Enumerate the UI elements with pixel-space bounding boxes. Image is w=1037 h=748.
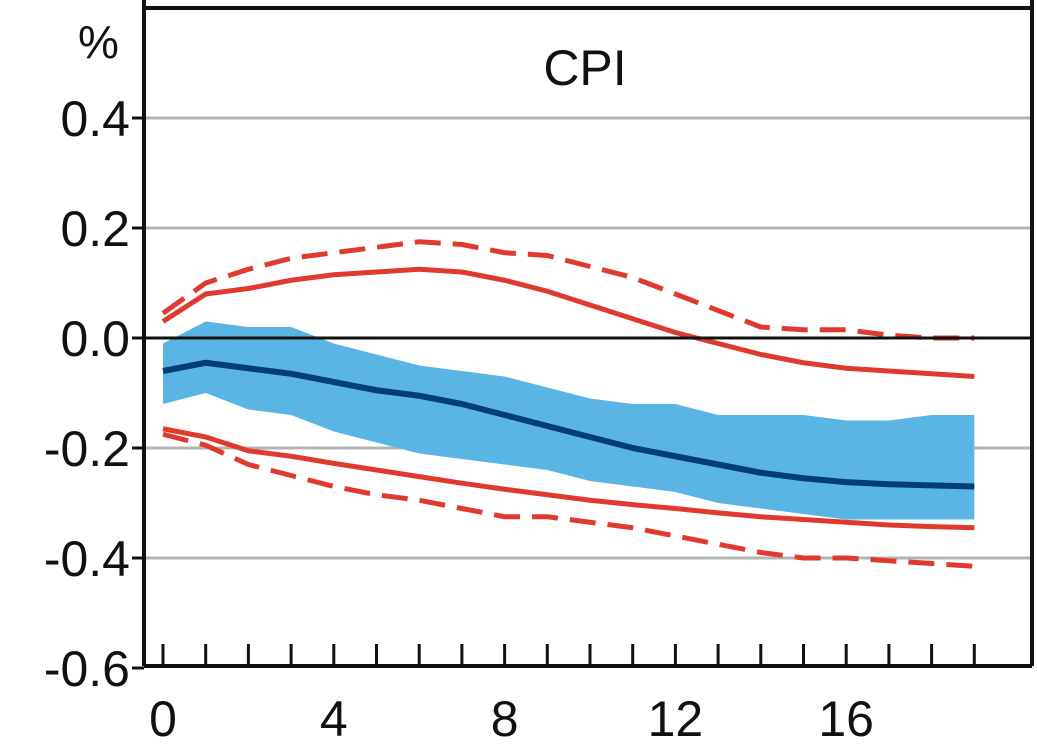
confidence-bands bbox=[163, 321, 975, 520]
y-tick-label: -0.2 bbox=[44, 421, 130, 477]
tick-labels: 0.4 0.2 0.0 -0.2 -0.4 -0.6 0 4 8 12 16 bbox=[44, 91, 874, 747]
y-tick-label: -0.4 bbox=[44, 531, 130, 587]
x-tick-label: 16 bbox=[818, 691, 874, 747]
y-unit-label: % bbox=[78, 16, 119, 68]
y-tick-label: 0.2 bbox=[60, 201, 130, 257]
confidence-band bbox=[163, 321, 975, 520]
series-line bbox=[162, 359, 975, 490]
series-line bbox=[161, 266, 975, 379]
x-tick-label: 4 bbox=[320, 691, 348, 747]
series-line bbox=[162, 426, 975, 531]
axes bbox=[132, 0, 1034, 670]
y-tick-label: 0.0 bbox=[60, 311, 130, 367]
series-lines bbox=[161, 239, 975, 569]
y-tick-label: 0.4 bbox=[60, 91, 130, 147]
dashed-series-line bbox=[161, 239, 975, 341]
x-tick-label: 8 bbox=[491, 691, 519, 747]
dashed-series-line bbox=[162, 431, 975, 569]
y-tick-label: -0.6 bbox=[44, 641, 130, 697]
chart-title: CPI bbox=[543, 40, 626, 96]
x-tick-label: 12 bbox=[648, 691, 704, 747]
x-tick-label: 0 bbox=[149, 691, 177, 747]
